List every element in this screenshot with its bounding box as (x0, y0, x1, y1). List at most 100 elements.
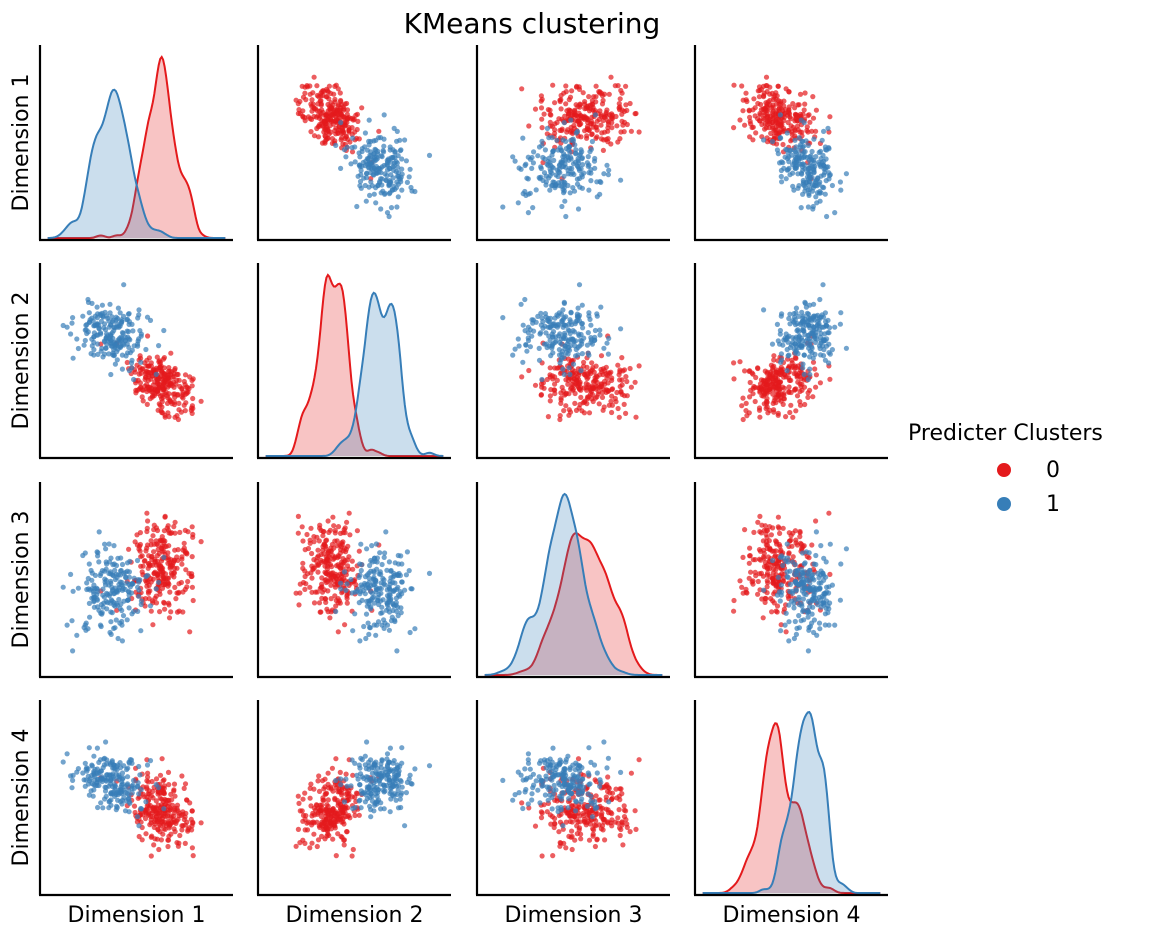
data-point (352, 129, 358, 135)
data-point (566, 407, 572, 413)
data-point (519, 86, 525, 92)
data-point (358, 805, 364, 811)
data-point (579, 302, 585, 308)
data-point (778, 622, 784, 628)
data-point (162, 372, 169, 378)
data-point (308, 525, 314, 531)
data-point (333, 756, 339, 762)
data-point (811, 577, 817, 583)
data-point (106, 570, 112, 577)
data-point (325, 88, 331, 94)
panel-3-1 (38, 482, 233, 679)
data-point (623, 102, 629, 108)
data-point (393, 159, 399, 165)
data-point (307, 785, 313, 792)
data-point (335, 629, 341, 635)
data-point (391, 570, 397, 577)
scatter-series-1 (761, 529, 850, 654)
data-point (187, 374, 193, 380)
data-point (137, 543, 143, 549)
data-point (324, 816, 331, 823)
data-point (151, 819, 157, 825)
data-point (538, 392, 545, 398)
data-point (354, 203, 360, 210)
data-point (796, 582, 802, 588)
data-point (318, 804, 324, 810)
data-point (126, 809, 132, 815)
data-point (776, 525, 782, 531)
data-point (829, 347, 836, 353)
data-point (395, 170, 402, 176)
data-point (764, 578, 770, 584)
data-point (308, 129, 314, 135)
data-point (554, 377, 560, 383)
data-point (97, 777, 103, 783)
data-point (541, 170, 548, 176)
data-point (757, 513, 763, 520)
data-point (315, 837, 322, 843)
data-point (381, 136, 387, 142)
data-point (364, 170, 370, 176)
data-point (826, 590, 832, 596)
data-point (810, 115, 817, 121)
data-point (150, 805, 156, 811)
data-point (808, 330, 814, 336)
data-point (551, 157, 557, 163)
data-point (327, 122, 333, 129)
data-point (599, 369, 605, 375)
data-point (144, 583, 150, 589)
data-point (518, 301, 524, 307)
data-point (335, 102, 342, 108)
data-point (771, 353, 777, 359)
data-point (408, 184, 414, 191)
data-point (311, 565, 317, 571)
data-point (568, 386, 574, 392)
data-point (755, 591, 761, 597)
data-point (827, 376, 833, 382)
data-point (198, 820, 204, 826)
data-point (784, 541, 790, 547)
data-point (369, 543, 375, 549)
data-point (826, 510, 832, 516)
data-point (323, 579, 329, 586)
data-point (296, 800, 302, 807)
data-point (802, 149, 808, 155)
data-point (582, 106, 588, 112)
data-point (106, 351, 112, 357)
data-point (81, 342, 87, 348)
data-point (792, 528, 799, 534)
data-point (143, 799, 149, 805)
data-point (372, 154, 378, 161)
data-point (176, 581, 182, 587)
data-point (137, 367, 143, 373)
data-point (304, 531, 310, 538)
data-point (603, 364, 609, 370)
data-point (785, 574, 791, 581)
data-point (564, 108, 570, 114)
data-point (343, 587, 349, 593)
data-point (172, 365, 178, 372)
data-point (601, 91, 608, 97)
data-point (387, 809, 393, 815)
data-point (332, 107, 338, 113)
data-point (588, 339, 594, 345)
data-point (764, 534, 770, 540)
data-point (600, 407, 606, 413)
data-point (796, 329, 802, 335)
data-point (68, 773, 74, 779)
data-point (740, 108, 746, 114)
data-point (614, 123, 620, 129)
data-point (758, 530, 765, 536)
data-point (561, 153, 568, 159)
data-point (75, 345, 81, 352)
data-point (103, 739, 109, 745)
data-point (566, 97, 572, 103)
data-point (116, 596, 122, 603)
data-point (127, 757, 133, 763)
data-point (572, 142, 578, 148)
data-point (786, 89, 792, 95)
data-point (190, 853, 196, 859)
data-point (588, 370, 594, 377)
data-point (83, 322, 89, 328)
scatter-series-1 (500, 282, 624, 383)
